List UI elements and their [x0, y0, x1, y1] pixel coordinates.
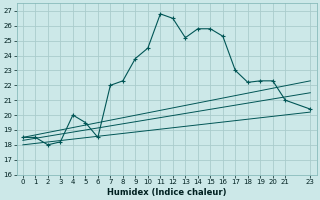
X-axis label: Humidex (Indice chaleur): Humidex (Indice chaleur) [107, 188, 226, 197]
